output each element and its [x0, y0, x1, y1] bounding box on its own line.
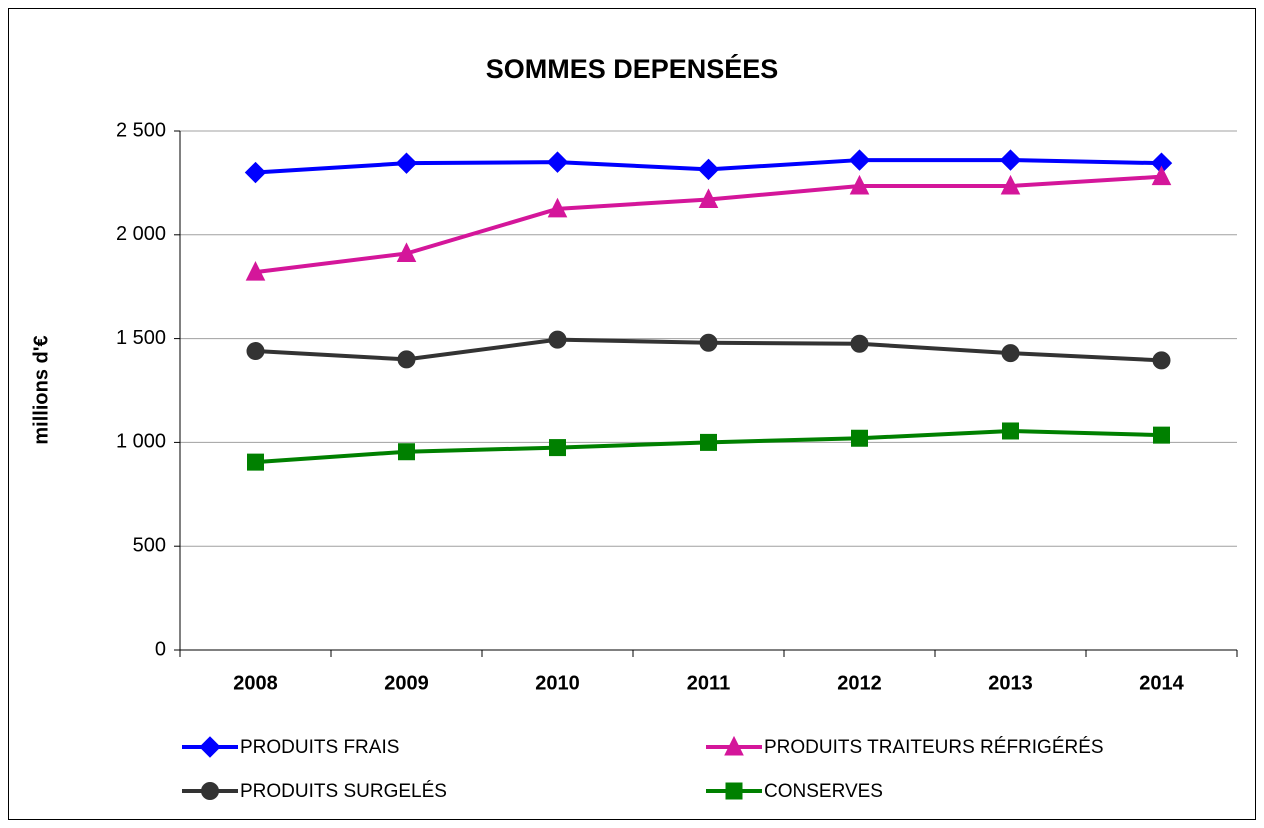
data-point: [395, 152, 418, 174]
data-point: [848, 149, 871, 171]
data-point: [1002, 422, 1019, 440]
y-tick-label: 1 500: [116, 327, 166, 349]
y-axis-label: millions d'€: [30, 335, 52, 444]
data-point: [547, 197, 568, 218]
data-point: [548, 330, 567, 349]
data-point: [244, 161, 267, 184]
data-point: [851, 429, 868, 447]
x-tick-label: 2014: [1139, 672, 1184, 694]
x-tick-label: 2008: [233, 672, 278, 694]
data-point: [1151, 165, 1172, 186]
data-point: [245, 261, 266, 281]
legend-marker: [201, 782, 219, 800]
legend-label: PRODUITS TRAITEURS RÉFRIGÉRÉS: [764, 737, 1104, 758]
data-point: [247, 453, 264, 471]
x-tick-label: 2012: [837, 672, 882, 694]
y-tick-label: 1 000: [116, 431, 166, 453]
legend-marker: [724, 735, 744, 756]
y-tick-label: 500: [133, 534, 166, 556]
data-point: [1000, 174, 1021, 195]
x-tick-label: 2009: [384, 672, 429, 694]
x-tick-label: 2010: [535, 672, 580, 694]
y-tick-label: 2 000: [116, 223, 166, 245]
x-tick-label: 2011: [687, 672, 730, 694]
data-point: [850, 334, 869, 353]
legend-marker: [199, 736, 221, 758]
legend-label: PRODUITS FRAIS: [240, 737, 399, 758]
data-point: [1152, 351, 1171, 370]
data-point: [396, 242, 417, 262]
data-point: [1153, 426, 1170, 444]
chart-title: SOMMES DEPENSÉES: [486, 53, 779, 84]
legend-label: PRODUITS SURGELÉS: [240, 781, 447, 802]
data-point: [546, 151, 569, 173]
y-tick-label: 0: [155, 638, 166, 660]
data-point: [999, 149, 1022, 171]
data-point: [698, 188, 719, 209]
y-tick-label: 2 500: [116, 119, 166, 141]
data-point: [849, 174, 870, 195]
data-point: [397, 350, 416, 369]
data-point: [549, 439, 566, 457]
data-point: [699, 333, 718, 352]
legend-label: CONSERVES: [764, 781, 883, 802]
data-point: [1001, 344, 1020, 363]
x-tick-label: 2013: [988, 672, 1033, 694]
data-point: [398, 443, 415, 461]
data-point: [697, 158, 720, 181]
legend-marker: [725, 782, 743, 800]
chart-frame: [8, 8, 1256, 820]
data-point: [246, 342, 265, 361]
data-point: [700, 433, 717, 451]
